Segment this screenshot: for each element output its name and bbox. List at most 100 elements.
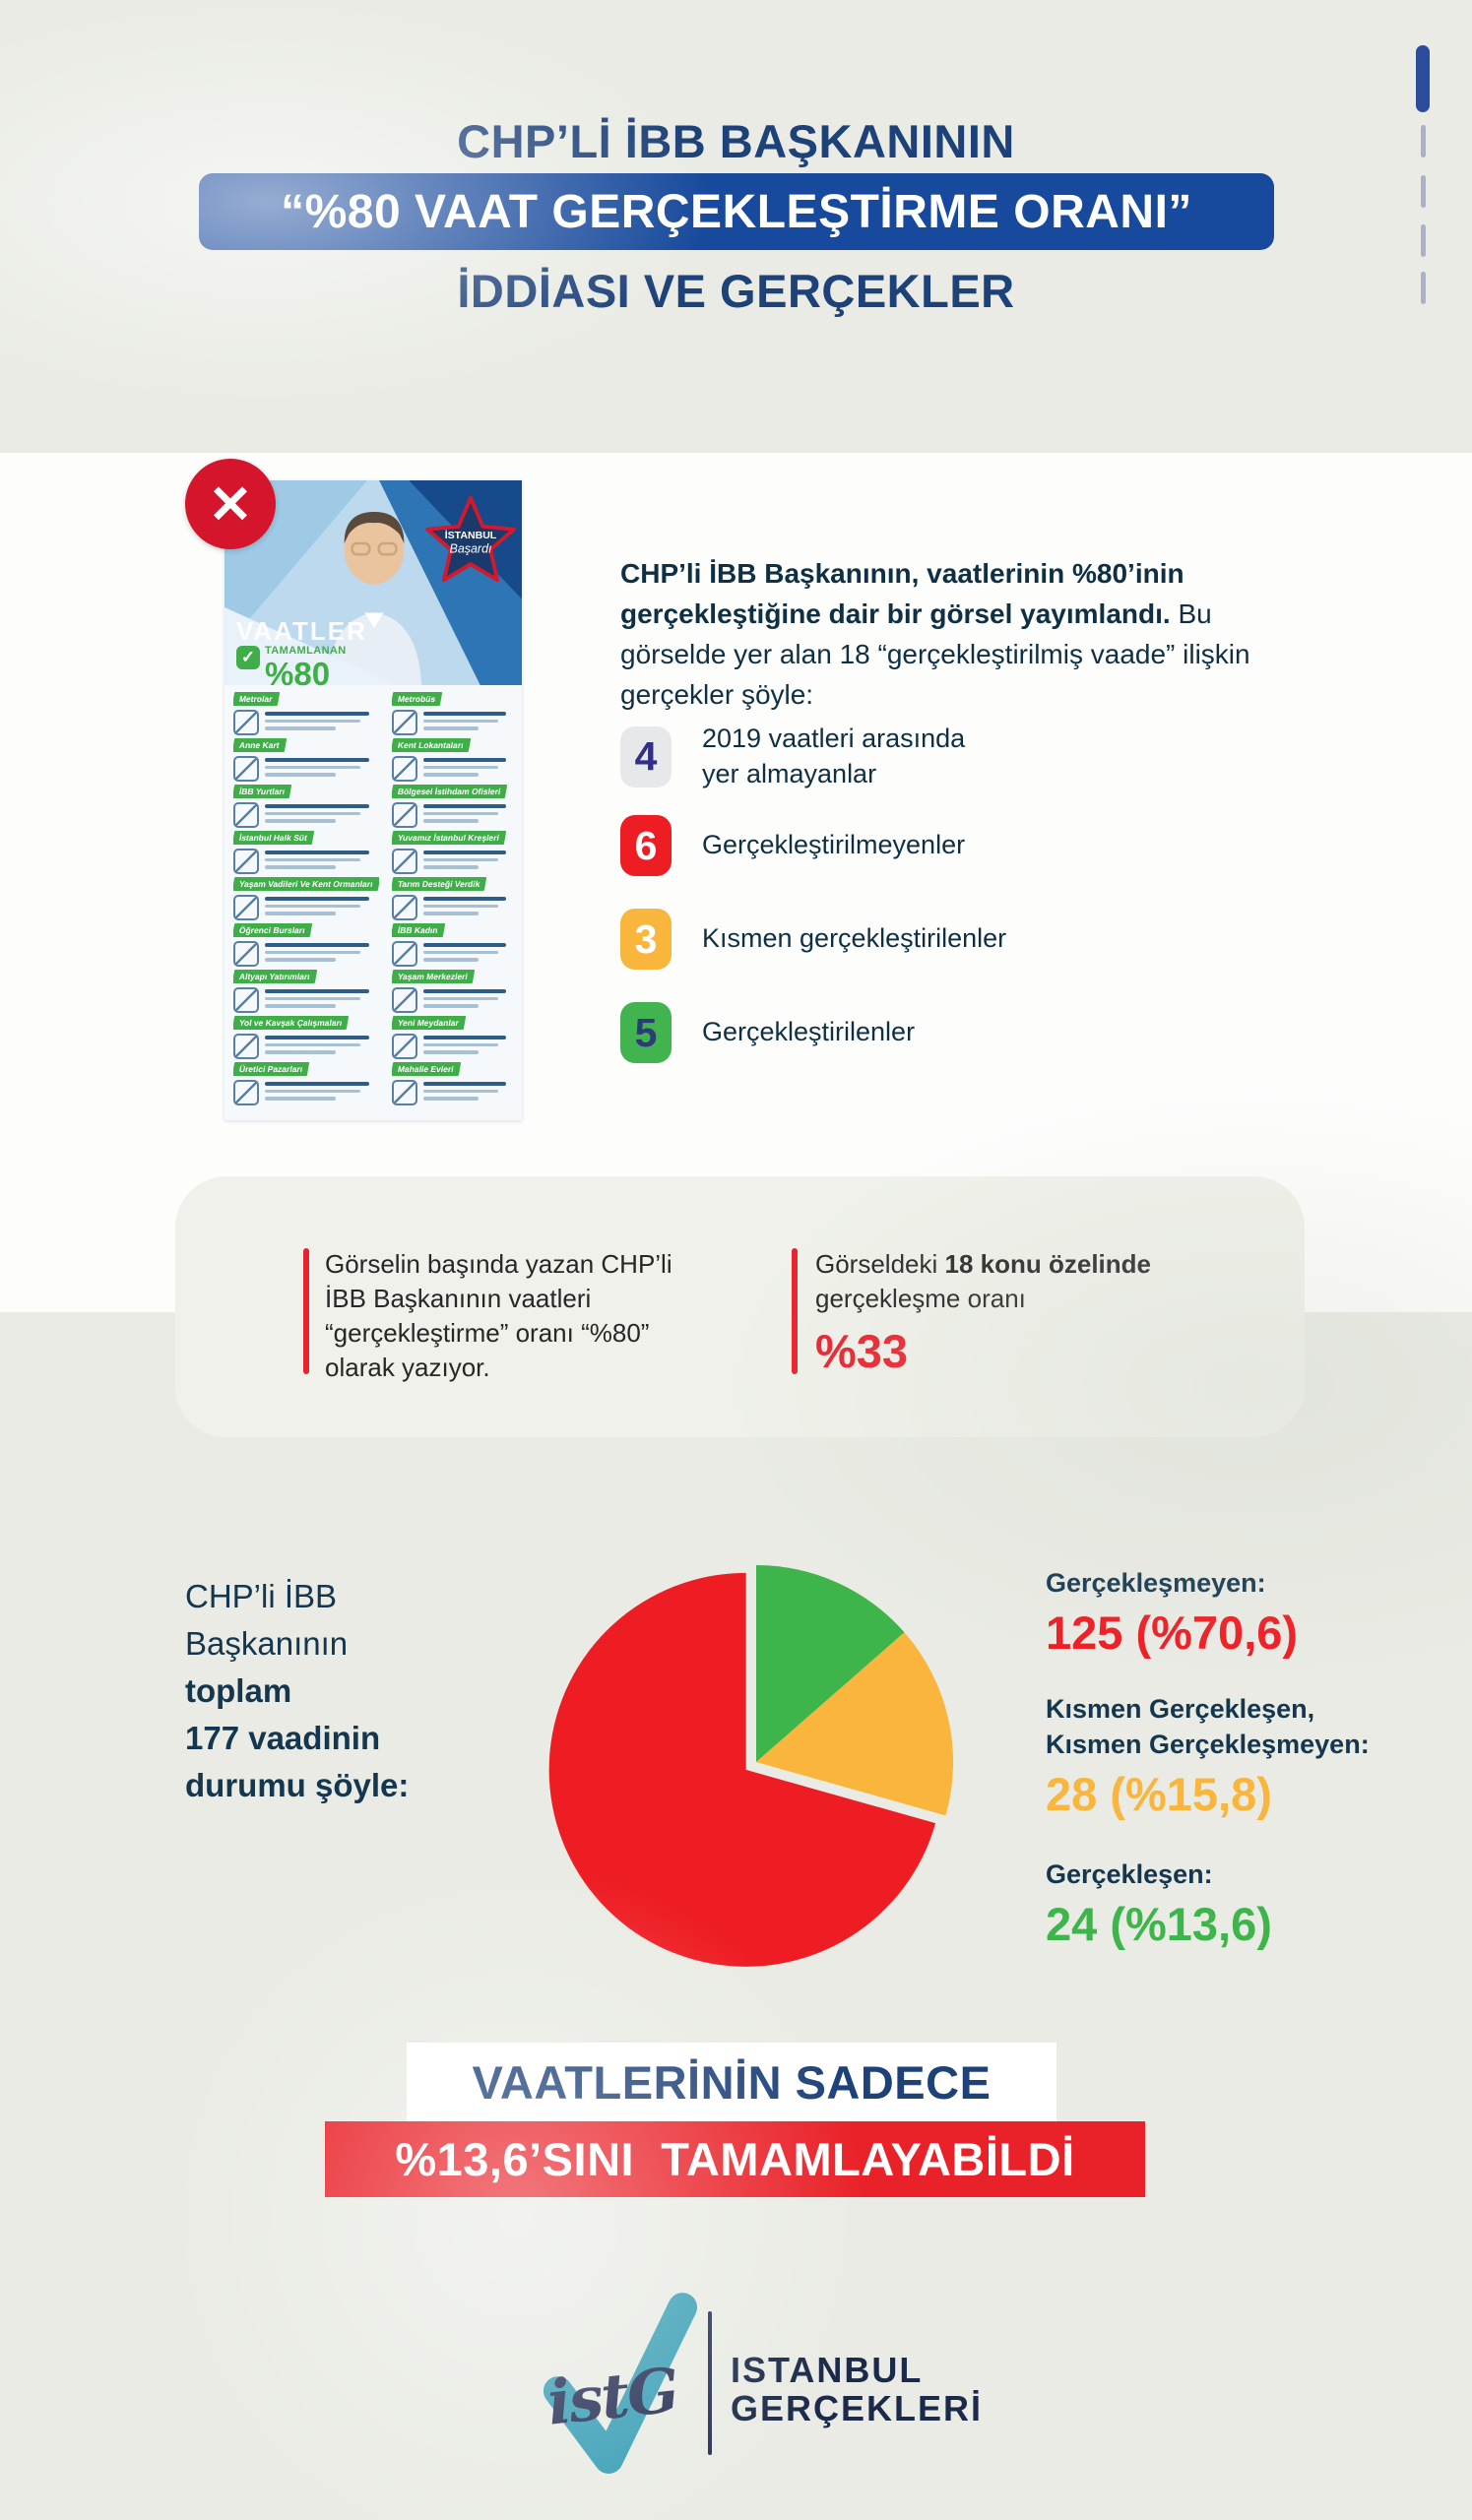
poster-item-text-placeholder <box>265 1080 379 1104</box>
summary-left-text: Görselin başında yazan CHP’li İBB Başkan… <box>325 1249 672 1382</box>
conclusion-banner-line1: VAATLERİNİN SADECE <box>407 2043 1056 2121</box>
poster-item: Yeni Meydanlar <box>391 1013 513 1059</box>
poster-item-text-placeholder <box>265 941 379 966</box>
metrobus-icon <box>391 710 417 735</box>
pie-title-line: 177 vaadinin <box>185 1720 381 1756</box>
poster-completed-block: ✓ TAMAMLANAN %80 <box>236 646 347 690</box>
poster-item: İBB Kadın <box>391 920 513 967</box>
poster-item-text-placeholder <box>422 802 513 827</box>
poster-completed-label: TAMAMLANAN <box>265 645 347 657</box>
pie-slice-failed <box>548 1572 936 1967</box>
poster-item-chip: Kent Lokantaları <box>391 738 471 752</box>
conclusion-banner-line2: %13,6’SINI TAMAMLAYABİLDİ <box>325 2121 1145 2197</box>
promises-pie-chart <box>548 1565 953 1967</box>
intro-bold-text: CHP’li İBB Başkanının, vaatlerinin %80’i… <box>620 558 1184 629</box>
poster-item-text-placeholder <box>265 710 379 734</box>
poster-item: Bölgesel İstihdam Ofisleri <box>391 782 513 828</box>
poster-item-text-placeholder <box>422 987 513 1012</box>
summary-rate-value: %33 <box>815 1325 909 1377</box>
fact-row-partially-fulfilled: 3 Kısmen gerçekleştirilenler <box>620 909 1006 970</box>
pie-title-line: toplam <box>185 1672 292 1709</box>
false-claim-x-icon: ✕ <box>185 459 276 549</box>
decor-vertical-bar <box>1416 45 1430 112</box>
istg-script-logo: istG <box>544 2354 681 2439</box>
fact-label: Kısmen gerçekleştirilenler <box>702 923 1007 954</box>
poster-item: Yol ve Kavşak Çalışmaları <box>233 1013 379 1059</box>
legend-label: Gerçekleşmeyen: <box>1046 1568 1266 1598</box>
page-title-line3: İDDİASI VE GERÇEKLER <box>457 265 1015 317</box>
brand-line1: ISTANBUL <box>731 2350 924 2390</box>
poster-item: Yaşam Merkezleri <box>391 967 513 1013</box>
poster-item: Tarım Desteği Verdik <box>391 874 513 920</box>
pie-section-title: CHP’li İBB Başkanının toplam 177 vaadini… <box>185 1573 409 1809</box>
city-square-icon <box>391 1034 417 1059</box>
poster-item-chip: Mahalle Evleri <box>391 1062 461 1076</box>
intro-regular-text: Bu görselde yer alan 18 “gerçekleştirilm… <box>620 598 1250 710</box>
star-logo-line1: İSTANBUL <box>445 529 497 541</box>
poster-item-text-placeholder <box>265 756 379 781</box>
poster-item-chip: Anne Kart <box>233 738 287 752</box>
legend-value: 24 (%13,6) <box>1046 1898 1272 1950</box>
brand-line2: GERÇEKLERİ <box>731 2388 984 2428</box>
poster-item: Metrolar <box>233 689 379 735</box>
fact-label: Gerçekleştirilenler <box>702 1017 916 1047</box>
poster-item: İstanbul Halk Süt <box>233 828 379 874</box>
fact-label: 2019 vaatleri arasında yer almayanlar <box>702 724 966 788</box>
poster-item-chip: İBB Yurtları <box>233 785 292 798</box>
poster-item-chip: Yaşam Vadileri Ve Kent Ormanları <box>233 877 379 891</box>
fact-row-fulfilled: 5 Gerçekleştirilenler <box>620 1002 915 1063</box>
metro-train-icon <box>233 710 259 735</box>
star-logo-line2: Başardı <box>450 542 492 556</box>
summary-card: Görselin başında yazan CHP’li İBB Başkan… <box>175 1176 1305 1437</box>
poster-item-text-placeholder <box>265 802 379 827</box>
fact-number-badge: 4 <box>620 725 672 788</box>
poster-item-text-placeholder <box>265 1034 379 1058</box>
summary-right-prefix: Görseldeki <box>815 1249 945 1279</box>
poster-item-chip: Metrolar <box>233 692 280 706</box>
poster-item-text-placeholder <box>422 756 513 781</box>
intro-paragraph: CHP’li İBB Başkanının, vaatlerinin %80’i… <box>620 553 1302 715</box>
poster-item-chip: Yuvamız İstanbul Kreşleri <box>391 831 506 845</box>
page-title-line1: CHP’Lİ İBB BAŞKANININ <box>457 115 1015 167</box>
poster-items-left: Metrolar Anne Kart İBB Yurtları İstanbul Ha… <box>233 689 379 1114</box>
fact-number-badge: 6 <box>620 815 672 876</box>
poster-item-chip: Yol ve Kavşak Çalışmaları <box>233 1016 350 1030</box>
poster-item: Altyapı Yatırımları <box>233 967 379 1013</box>
page-title-banner: “%80 VAAT GERÇEKLEŞTİRME ORANI” <box>199 173 1274 250</box>
fact-label: Gerçekleştirilmeyenler <box>702 830 966 860</box>
fact-row-not-fulfilled: 6 Gerçekleştirilmeyenler <box>620 815 965 876</box>
red-accent-bar <box>792 1248 798 1374</box>
logo-divider-line <box>708 2311 712 2455</box>
producer-market-icon <box>233 1080 259 1105</box>
life-center-person-icon <box>391 987 417 1013</box>
istg-checkmark-icon <box>543 2293 698 2474</box>
legend-label: Gerçekleşen: <box>1046 1859 1213 1889</box>
food-bowl-icon <box>391 756 417 782</box>
poster-item-chip: Bölgesel İstihdam Ofisleri <box>391 785 508 798</box>
poster-item-text-placeholder <box>422 895 513 919</box>
milk-carton-icon <box>233 849 259 874</box>
poster-item-text-placeholder <box>422 849 513 873</box>
poster-item: Kent Lokantaları <box>391 735 513 782</box>
fact-number-badge: 5 <box>620 1002 672 1063</box>
poster-item-text-placeholder <box>265 987 379 1012</box>
poster-item: Yuvamız İstanbul Kreşleri <box>391 828 513 874</box>
summary-right-line2: gerçekleşme oranı <box>815 1284 1026 1313</box>
poster-item-text-placeholder <box>422 1080 513 1104</box>
check-icon: ✓ <box>236 646 260 669</box>
poster-item-chip: Yaşam Merkezleri <box>391 970 475 983</box>
claim-poster-image: İSTANBUL Başardı VAATLER ✓ TAMAMLANAN %8… <box>224 480 522 1120</box>
poster-item-chip: Metrobüs <box>391 692 443 706</box>
employment-runner-icon <box>391 802 417 828</box>
poster-item-chip: Üretici Pazarları <box>233 1062 310 1076</box>
pie-slice-partial <box>756 1632 953 1816</box>
women-center-building-icon <box>391 941 417 967</box>
poster-item: Üretici Pazarları <box>233 1059 379 1105</box>
poster-item: İBB Yurtları <box>233 782 379 828</box>
neighborhood-house-icon <box>391 1080 417 1105</box>
decor-dash <box>1421 272 1426 304</box>
mother-card-icon <box>233 756 259 782</box>
poster-item: Metrobüs <box>391 689 513 735</box>
summary-right-bold: 18 konu özelinde <box>944 1249 1152 1279</box>
legend-value: 125 (%70,6) <box>1046 1606 1299 1659</box>
